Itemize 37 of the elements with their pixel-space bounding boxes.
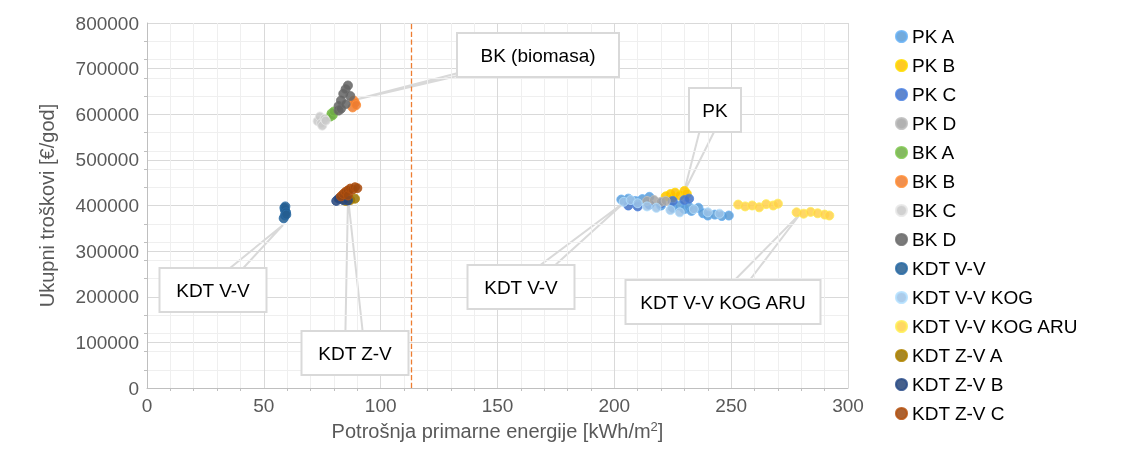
legend-label: KDT V-V KOG ARU — [912, 316, 1078, 337]
legend-label: KDT Z-V A — [912, 345, 1003, 366]
legend-label: PK A — [912, 26, 955, 47]
annotation: BK (biomasa) — [480, 44, 596, 66]
y-tick-label: 800000 — [75, 12, 139, 34]
y-tick-label: 200000 — [75, 286, 139, 308]
x-tick-label: 100 — [364, 395, 397, 416]
y-tick-label: 600000 — [75, 103, 139, 125]
y-tick-label: 500000 — [75, 149, 139, 171]
x-tick-label: 250 — [715, 395, 748, 416]
legend-label: PK C — [912, 84, 957, 105]
annotation: KDT V-V — [484, 276, 559, 298]
legend-label: PK B — [912, 55, 956, 76]
x-tick-label: 200 — [598, 395, 631, 416]
legend-label: KDT Z-V C — [912, 403, 1005, 424]
annotation: KDT V-V KOG ARU — [640, 291, 806, 313]
y-tick-label: 400000 — [75, 195, 139, 216]
y-axis-title: Ukupni troškovi [€/god] — [36, 103, 58, 308]
legend-label: BK D — [912, 229, 957, 250]
legend-label: KDT V-V KOG — [912, 287, 1034, 308]
legend-label: KDT Z-V B — [912, 374, 1004, 395]
annotation: PK — [702, 99, 728, 121]
legend-label: BK B — [912, 171, 956, 192]
legend-label: KDT V-V — [912, 258, 986, 279]
y-tick-label: 100000 — [75, 331, 139, 353]
annotation: KDT V-V — [176, 279, 251, 301]
legend-label: PK D — [912, 113, 957, 134]
y-tick-label: 300000 — [75, 240, 139, 262]
x-tick-label: 0 — [141, 395, 153, 416]
x-tick-label: 300 — [832, 395, 864, 416]
annotation: KDT Z-V — [318, 342, 393, 364]
x-tick-label: 150 — [481, 395, 514, 416]
y-tick-label: 0 — [128, 377, 139, 399]
x-tick-label: 50 — [253, 395, 275, 416]
legend-label: BK C — [912, 200, 957, 221]
y-tick-label: 700000 — [75, 58, 139, 80]
legend-label: BK A — [912, 142, 955, 163]
